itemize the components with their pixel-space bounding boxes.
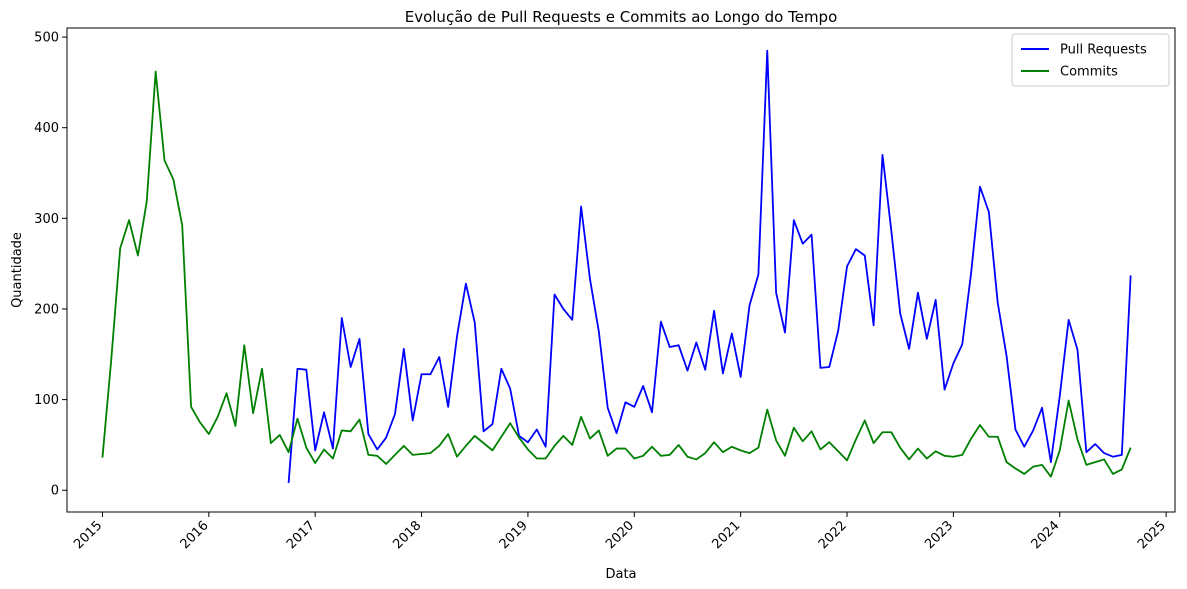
x-tick-label: 2016 — [178, 518, 212, 552]
x-tick-label: 2015 — [71, 518, 105, 552]
y-tick-label: 200 — [34, 302, 59, 317]
plot-frame — [66, 27, 1176, 513]
y-tick-label: 100 — [34, 393, 59, 408]
legend-box — [1011, 33, 1170, 87]
x-axis: 2015 2016 2017 2018 2019 2020 2021 2022 2023 2024… — [71, 512, 1169, 552]
plot-area — [66, 27, 1176, 513]
x-tick-label: 2021 — [709, 518, 743, 552]
y-tick-label: 400 — [34, 121, 59, 136]
x-tick-label: 2019 — [497, 518, 531, 552]
x-tick-label: 2025 — [1135, 518, 1169, 552]
x-axis-title: Data — [605, 567, 636, 582]
y-axis-title: Quantidade — [10, 232, 25, 308]
y-axis: 0 100 200 300 400 500 — [34, 31, 67, 499]
y-tick-label: 500 — [34, 31, 59, 46]
x-tick-label: 2022 — [816, 518, 850, 552]
series-line-pull-requests — [287, 49, 1132, 484]
chart-title: Evolução de Pull Requests e Commits ao L… — [405, 8, 838, 26]
series-line-commits — [101, 70, 1132, 478]
x-tick-label: 2017 — [284, 518, 318, 552]
y-tick-label: 0 — [51, 484, 59, 499]
x-tick-label: 2024 — [1029, 518, 1063, 552]
y-tick-label: 300 — [34, 212, 59, 227]
x-tick-label: 2018 — [390, 518, 424, 552]
legend: Pull Requests Commits — [1011, 33, 1170, 87]
legend-label: Commits — [1060, 65, 1118, 80]
legend-label: Pull Requests — [1060, 43, 1147, 58]
x-tick-label: 2023 — [922, 518, 956, 552]
x-tick-label: 2020 — [603, 518, 637, 552]
